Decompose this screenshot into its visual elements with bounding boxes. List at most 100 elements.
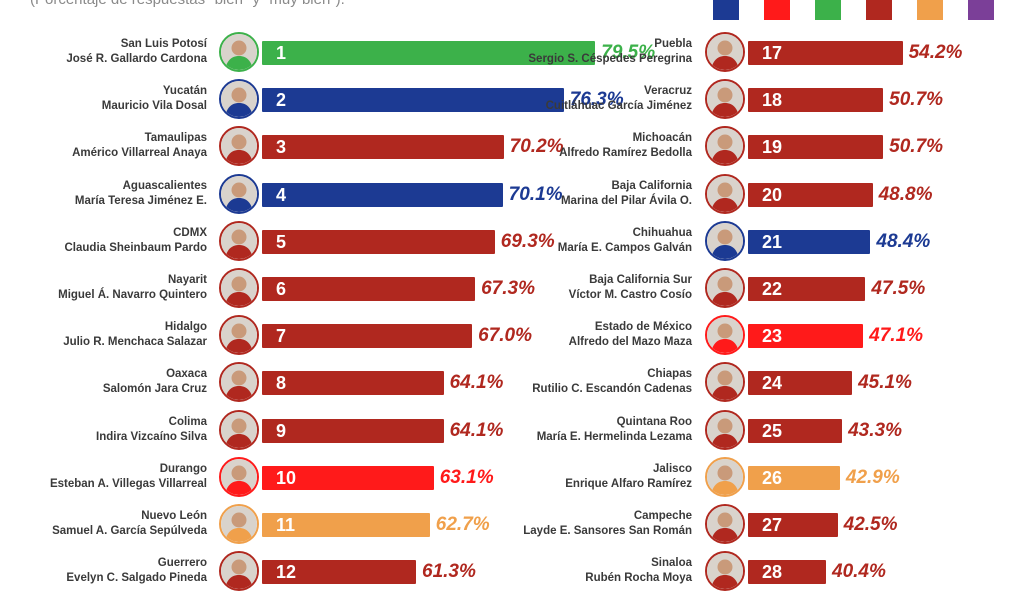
governor-name: Samuel A. García Sepúlveda — [52, 525, 207, 537]
value-bar — [262, 182, 503, 207]
rank-number: 25 — [762, 420, 783, 441]
governor-label: Nuevo León Samuel A. García Sepúlveda — [52, 509, 207, 539]
value-label: 48.4% — [876, 230, 931, 252]
value-bar — [262, 229, 495, 254]
state-name: Campeche — [633, 510, 692, 522]
rank-number: 23 — [762, 326, 783, 347]
value-label: 54.2% — [908, 42, 963, 63]
governor-label: Aguascalientes María Teresa Jiménez E. — [75, 179, 207, 209]
ranking-row: Baja California Marina del Pilar Ávila O.… — [0, 172, 1020, 218]
governor-photo — [219, 315, 259, 356]
rank-number: 10 — [276, 467, 297, 488]
value-label: 47.5% — [871, 278, 926, 299]
ranking-row: Nayarit Miguel Á. Navarro Quintero 6 67.3% — [0, 266, 1020, 312]
governor-photo — [219, 126, 259, 167]
governor-name: Indira Vizcaíno Silva — [96, 430, 207, 443]
governor-name: Rubén Rocha Moya — [585, 572, 692, 585]
rank-number: 6 — [276, 279, 287, 299]
rank-number: 26 — [762, 467, 783, 488]
rank-number: 18 — [762, 90, 783, 111]
governor-label: Nayarit Miguel Á. Navarro Quintero — [58, 273, 207, 303]
state-name: Puebla — [654, 38, 692, 50]
governor-name: Esteban A. Villegas Villarreal — [49, 477, 207, 490]
governor-name: Enrique Alfaro Ramírez — [565, 477, 692, 490]
value-bar — [262, 418, 444, 443]
governor-photo — [705, 409, 745, 450]
ranking-row: Durango Esteban A. Villegas Villarreal 10 6… — [0, 455, 1020, 501]
state-name: Jalisco — [653, 462, 692, 475]
governor-label: Yucatán Mauricio Vila Dosal — [102, 84, 207, 114]
governor-name: Julio R. Menchaca Salazar — [63, 336, 207, 349]
state-name: Durango — [159, 462, 207, 475]
governor-label: Jalisco Enrique Alfaro Ramírez — [565, 462, 692, 492]
state-name: Tamaulipas — [144, 132, 207, 145]
governor-name: Layde E. Sansores San Román — [523, 525, 692, 537]
rank-number: 11 — [276, 515, 296, 535]
governor-label: CDMX Claudia Sheinbaum Pardo — [65, 226, 208, 256]
governor-label: Baja California Sur Víctor M. Castro Cosí… — [569, 273, 692, 303]
value-bar — [262, 277, 476, 301]
governor-photo — [219, 456, 259, 497]
value-bar — [262, 465, 434, 490]
value-label: 67.3% — [481, 278, 535, 299]
governor-photo — [219, 362, 259, 403]
governor-name: Claudia Sheinbaum Pardo — [64, 241, 208, 254]
rank-number: 3 — [276, 137, 287, 158]
governor-photo — [705, 268, 745, 308]
governor-name: María E. Campos Galván — [557, 241, 692, 254]
ranking-row: Aguascalientes María Teresa Jiménez E. 4 70… — [0, 172, 1020, 218]
value-bar — [262, 88, 564, 113]
state-name: Quintana Roo — [616, 415, 692, 428]
value-label: 43.3% — [848, 419, 902, 441]
state-name: Colima — [168, 415, 207, 428]
ranking-row: Oaxaca Salomón Jara Cruz 8 64.1% — [0, 360, 1020, 406]
value-bar — [262, 560, 416, 585]
governor-name: Víctor M. Castro Cosío — [568, 289, 692, 301]
value-label: 42.5% — [843, 514, 898, 535]
rank-number: 8 — [276, 373, 287, 394]
governor-label: Oaxaca Salomón Jara Cruz — [103, 367, 207, 397]
governor-name: Marina del Pilar Ávila O. — [560, 194, 692, 207]
ranking-row: Michoacán Alfredo Ramírez Bedolla 19 50.7% — [0, 124, 1020, 170]
governor-label: Durango Esteban A. Villegas Villarreal — [50, 462, 207, 492]
value-label: 79.5% — [601, 42, 656, 63]
governor-label: Chiapas Rutilio C. Escandón Cadenas — [532, 367, 692, 397]
party-swatch — [764, 0, 790, 20]
value-label: 64.1% — [449, 372, 504, 394]
governor-name: Alfredo Ramírez Bedolla — [559, 147, 692, 160]
ranking-row: Chihuahua María E. Campos Galván 21 48.4% — [0, 219, 1020, 265]
value-bar — [748, 41, 903, 65]
governor-photo — [219, 504, 259, 544]
value-bar — [748, 371, 853, 396]
governor-photo — [705, 456, 745, 497]
governor-photo — [705, 504, 745, 544]
ranking-row: Baja California Sur Víctor M. Castro Cosí… — [0, 266, 1020, 312]
value-label: 40.4% — [832, 561, 886, 583]
governor-photo — [705, 551, 745, 592]
governor-name: Alfredo del Mazo Maza — [568, 336, 692, 349]
governor-name: Américo Villarreal Anaya — [72, 147, 207, 160]
governor-name: Mauricio Vila Dosal — [101, 100, 207, 113]
state-name: Aguascalientes — [122, 179, 207, 192]
ranking-row: Yucatán Mauricio Vila Dosal 2 76.3% — [0, 77, 1020, 123]
state-name: Baja California — [611, 179, 692, 192]
governor-photo — [705, 126, 745, 167]
governor-label: Chihuahua María E. Campos Galván — [558, 226, 692, 256]
governor-photo — [705, 220, 745, 261]
governor-label: Colima Indira Vizcaíno Silva — [96, 415, 207, 445]
value-bar — [748, 513, 838, 537]
state-name: San Luis Potosí — [120, 38, 207, 50]
ranking-row: Nuevo León Samuel A. García Sepúlveda 11 62… — [0, 502, 1020, 548]
ranking-row: San Luis Potosí José R. Gallardo Cardona 1… — [0, 30, 1020, 76]
rank-number: 28 — [762, 562, 783, 583]
governor-label: Baja California Marina del Pilar Ávila O. — [561, 179, 692, 209]
governor-label: Puebla Sergio S. Céspedes Peregrina — [528, 37, 692, 67]
state-name: Oaxaca — [166, 368, 207, 381]
governor-label: Veracruz Cuitláhuac García Jiménez — [546, 84, 692, 114]
governor-name: Cuitláhuac García Jiménez — [545, 100, 692, 113]
value-label: 76.3% — [569, 89, 624, 111]
party-swatch — [968, 0, 994, 20]
value-label: 61.3% — [422, 561, 476, 583]
ranking-row: Sinaloa Rubén Rocha Moya 28 40.4% — [0, 549, 1020, 595]
